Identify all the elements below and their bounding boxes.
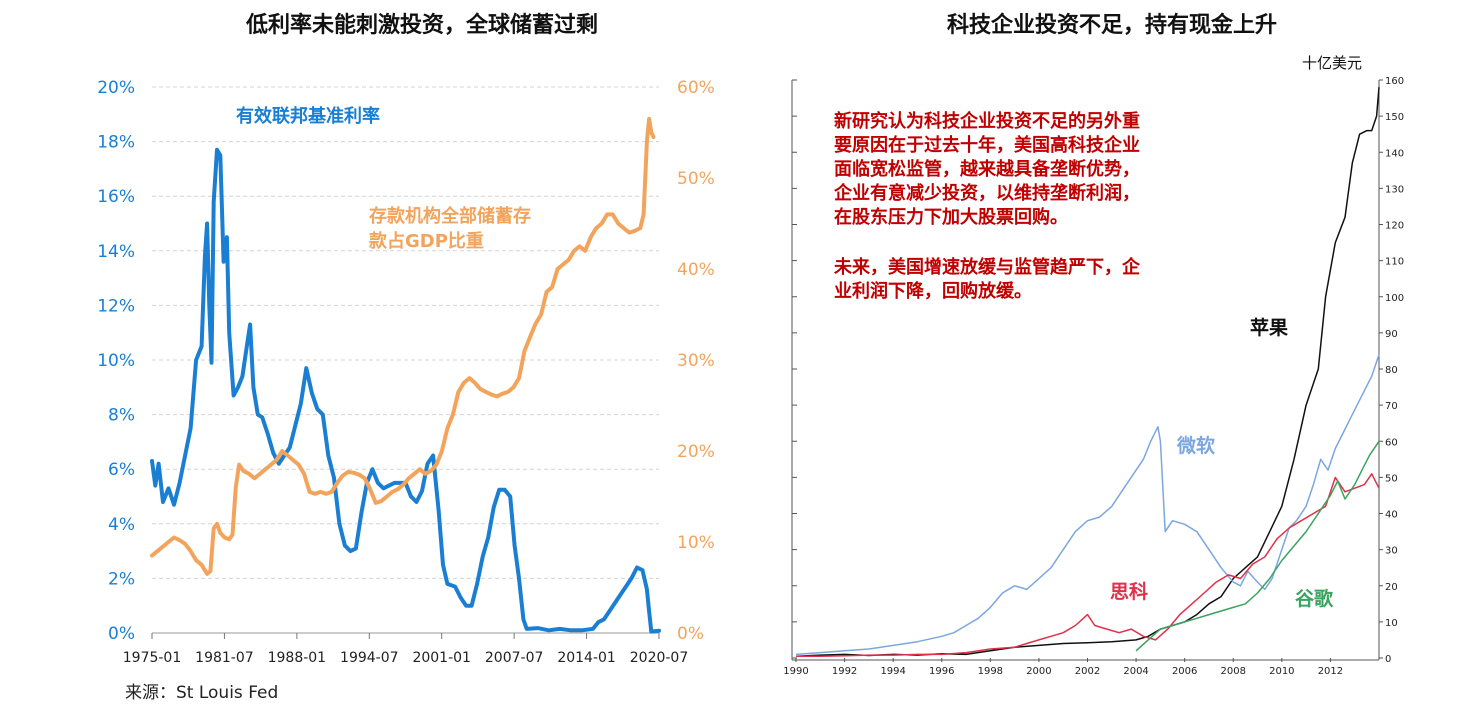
annotation-savings-line1: 存款机构全部储蓄存 [369,205,531,227]
y-tick-label: 70 [1385,401,1398,412]
y-right-tick-label: 20% [677,442,715,462]
left-series [150,116,661,634]
x-tick-label: 1990 [783,666,808,677]
y-tick-label: 14% [97,242,135,262]
x-tick-label: 1994-07 [340,650,399,666]
annotation-line: 在股东压力下加大股票回购。 [834,206,1068,228]
y-tick-label: 110 [1385,257,1404,268]
x-tick-label: 2020-07 [630,650,689,666]
series-label-microsoft: 微软 [1176,434,1215,457]
y-tick-label: 140 [1385,148,1404,159]
x-tick-label: 1996 [929,666,954,677]
series-label-cisco: 思科 [1110,580,1148,603]
y-right-tick-label: 30% [677,351,715,371]
y-tick-label: 100 [1385,293,1404,304]
annotation-line: 新研究认为科技企业投资不足的另外重 [834,110,1140,132]
y-tick-label: 50 [1385,473,1398,484]
series-line-fed-funds-rate [150,147,661,634]
y-right-tick-label: 50% [677,169,715,189]
series-label-google: 谷歌 [1295,587,1334,610]
x-tick-label: 2008 [1221,666,1246,677]
annotation-fed-rate: 有效联邦基准利率 [236,105,380,127]
unit-label: 十亿美元 [1302,54,1362,72]
series-label-apple: 苹果 [1250,316,1288,339]
y-tick-label: 90 [1385,329,1398,340]
x-tick-label: 1988-01 [268,650,327,666]
x-tick-label: 2002 [1075,666,1100,677]
series-line-cisco [796,473,1380,657]
y-tick-label: 160 [1385,76,1404,87]
y-tick-label: 150 [1385,112,1404,123]
y-tick-label: 18% [97,133,135,153]
y-tick-label: 20 [1385,582,1398,593]
right-chart-title: 科技企业投资不足，持有现金上升 [947,12,1277,38]
y-tick-label: 12% [97,296,135,316]
left-chart: 低利率未能刺激投资，全球储蓄过剩 0% 2% 4% 6% 8% 10% 12% 14% 16% 1… [97,12,715,703]
y-tick-label: 60 [1385,437,1398,448]
right-chart: 科技企业投资不足，持有现金上升 十亿美元 0 10 20 30 40 50 60 70 80 90… [783,12,1404,677]
x-tick-label: 2006 [1172,666,1197,677]
y-right-tick-label: 40% [677,260,715,280]
y-right-tick-label: 10% [677,533,715,553]
x-tick-label: 1992 [832,666,857,677]
y-tick-label: 20% [97,78,135,98]
y-tick-label: 6% [108,460,135,480]
x-tick-label: 1981-07 [195,650,254,666]
y-right-tick-label: 60% [677,78,715,98]
annotation-savings-line2: 款占GDP比重 [369,230,484,252]
x-tick-label: 2000 [1026,666,1051,677]
y-tick-label: 120 [1385,221,1404,232]
annotation-line: 业利润下降，回购放缓。 [834,280,1032,302]
y-tick-label: 2% [108,569,135,589]
x-tick-label: 1975-01 [123,650,182,666]
x-tick-label: 2014-01 [557,650,616,666]
source-note: 来源：St Louis Fed [125,683,278,703]
annotation-line: 未来，美国增速放缓与监管趋严下，企 [834,256,1141,278]
annotation-line: 面临宽松监管，越来越具备垄断优势， [834,158,1140,180]
x-tick-label: 1998 [978,666,1003,677]
annotation-line: 要原因在于过去十年，美国高科技企业 [834,134,1140,156]
left-y-axis-left-ticks: 0% 2% 4% 6% 8% 10% 12% 14% 16% 18% 20% [97,78,135,644]
x-tick-label: 2001-01 [412,650,471,666]
y-tick-label: 4% [108,515,135,535]
x-tick-label: 2010 [1269,666,1294,677]
y-tick-label: 80 [1385,365,1398,376]
x-tick-label: 1994 [880,666,905,677]
y-tick-label: 30 [1385,546,1398,557]
x-tick-label: 2004 [1123,666,1148,677]
series-line-google [1135,440,1380,652]
x-tick-label: 2012 [1318,666,1343,677]
right-left-axis-ticks [792,79,797,659]
left-x-axis-ticks: 1975-01 1981-07 1988-01 1994-07 2001-01 2007-… [123,633,689,666]
series-line-savings-deposits [150,116,656,576]
x-tick-label: 2007-07 [485,650,544,666]
y-tick-label: 0 [1385,654,1391,665]
right-y-axis-ticks: 0 10 20 30 40 50 60 70 80 90 100 110 120 130 140 150 160 [1379,76,1404,665]
y-tick-label: 10% [97,351,135,371]
left-y-axis-right-ticks: 0% 10% 20% 30% 40% 50% 60% [677,78,715,644]
y-tick-label: 130 [1385,184,1404,195]
right-series [795,87,1380,657]
right-x-axis-ticks: 1990 1992 1994 1996 1998 2000 2002 2004 2006 2008… [783,658,1343,677]
y-tick-label: 10 [1385,618,1398,629]
annotation-line: 企业有意减少投资，以维持垄断利润， [833,182,1140,204]
y-tick-label: 40 [1385,510,1398,521]
y-right-tick-label: 0% [677,624,704,644]
annotation-paragraph: 新研究认为科技企业投资不足的另外重 要原因在于过去十年，美国高科技企业 面临宽松… [833,110,1141,302]
left-chart-title: 低利率未能刺激投资，全球储蓄过剩 [245,12,598,38]
series-line-microsoft [795,354,1380,656]
y-tick-label: 0% [108,624,135,644]
y-tick-label: 8% [108,406,135,426]
y-tick-label: 16% [97,187,135,207]
